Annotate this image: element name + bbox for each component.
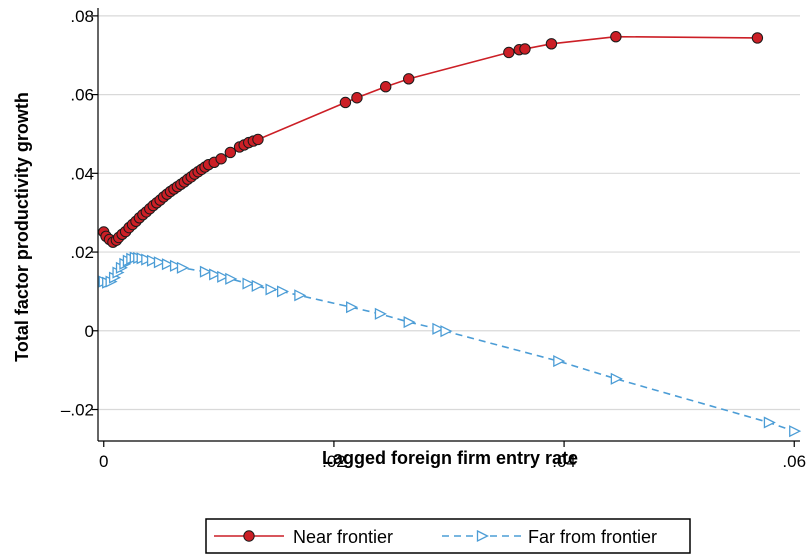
data-point (763, 416, 776, 429)
legend-label-near-frontier: Near frontier (293, 527, 393, 547)
data-point (153, 256, 166, 269)
data-point (339, 96, 352, 109)
y-tick-label: .02 (70, 243, 94, 262)
data-point (252, 133, 264, 146)
data-point (553, 355, 566, 368)
data-point (789, 425, 802, 438)
data-point (351, 92, 363, 104)
x-axis-title: Lagged foreign firm entry rate (322, 448, 578, 468)
series-near-frontier (98, 31, 764, 248)
y-tick-label: .06 (70, 86, 94, 105)
data-point (276, 285, 290, 298)
data-point (225, 272, 238, 285)
axes: –.02 0 .02 .04 .06 .08 0 .02 .04 .06 (61, 7, 806, 471)
data-point (169, 259, 183, 272)
legend: Near frontier Far from frontier (205, 518, 691, 554)
data-point (294, 289, 307, 302)
y-tick-label: .08 (70, 7, 94, 26)
x-tick-label: 0 (99, 452, 108, 471)
legend-marker (243, 530, 255, 542)
data-point (146, 254, 160, 267)
legend-sample-far-from-frontier (442, 529, 522, 543)
data-point (224, 146, 237, 159)
x-tick-label: .06 (782, 452, 806, 471)
y-tick-label: .04 (70, 164, 94, 183)
y-tick-label: –.02 (61, 401, 94, 420)
data-point (176, 261, 189, 274)
legend-marker (476, 529, 489, 543)
data-point (161, 258, 175, 271)
series-layer (98, 31, 802, 438)
data-point (380, 81, 392, 93)
data-point (215, 153, 227, 165)
data-point (403, 73, 415, 85)
data-point (610, 372, 623, 385)
series-far-from-frontier (98, 251, 802, 438)
y-axis-title: Total factor productivity growth (12, 92, 32, 362)
legend-label-far-from-frontier: Far from frontier (528, 527, 657, 547)
x-tick-label: .04 (552, 452, 576, 471)
data-point (242, 277, 255, 290)
data-point (346, 301, 359, 314)
data-point (374, 307, 387, 320)
x-tick-label: .02 (322, 452, 346, 471)
data-point (265, 283, 278, 296)
data-point (141, 253, 154, 266)
legend-sample-near-frontier (214, 530, 284, 542)
data-point (503, 46, 515, 59)
data-point (432, 322, 445, 335)
data-point (440, 325, 453, 338)
data-point (251, 279, 264, 292)
data-point (545, 38, 558, 50)
data-point (209, 268, 222, 281)
data-point (403, 316, 416, 329)
data-point (199, 265, 212, 278)
data-point (751, 32, 764, 44)
y-tick-label: 0 (85, 322, 94, 341)
data-point (519, 43, 531, 55)
data-point (217, 270, 230, 283)
data-point (610, 31, 622, 43)
